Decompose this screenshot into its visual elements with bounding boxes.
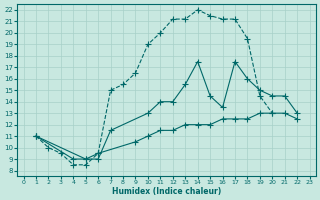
X-axis label: Humidex (Indice chaleur): Humidex (Indice chaleur) xyxy=(112,187,221,196)
